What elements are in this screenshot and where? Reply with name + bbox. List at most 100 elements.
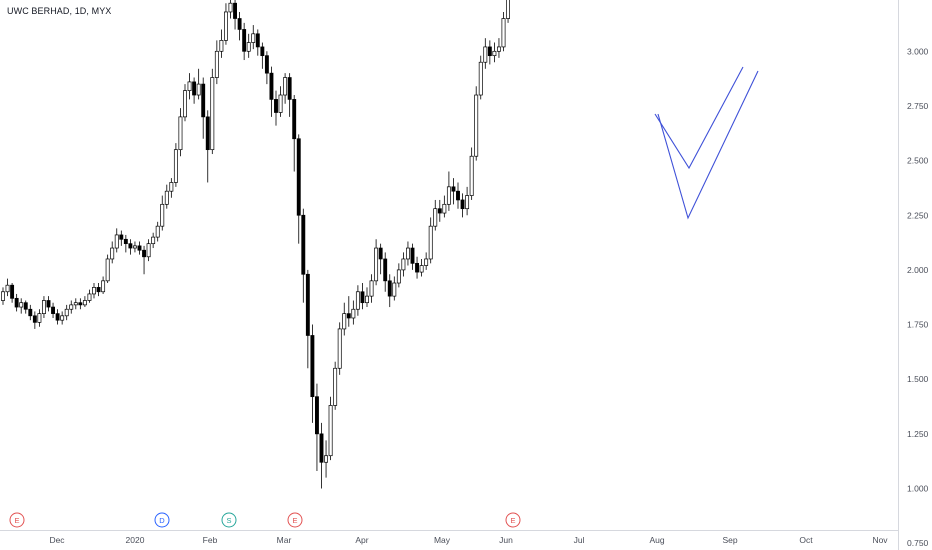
candle-body	[110, 247, 115, 260]
y-tick-label: 3.000	[907, 46, 929, 56]
x-tick-label: Feb	[203, 535, 218, 545]
candle-body	[342, 313, 347, 330]
candle-body	[210, 77, 215, 151]
candle-body	[123, 238, 128, 245]
y-tick-label: 2.750	[907, 101, 929, 111]
candle-body	[1, 291, 5, 301]
candle-body	[305, 273, 310, 336]
candle-body	[296, 138, 301, 216]
candle-body	[437, 208, 442, 214]
candle-body	[301, 214, 306, 275]
candle-body	[87, 293, 92, 301]
candle-body	[101, 280, 106, 293]
candle-body	[155, 225, 160, 238]
candle-body	[92, 287, 96, 295]
candle-body	[365, 295, 369, 304]
candle-body	[446, 186, 451, 205]
x-tick-label: Dec	[49, 535, 65, 545]
event-marker-letter: E	[14, 516, 19, 525]
symbol-title: UWC BERHAD, 1D, MYX	[7, 6, 112, 16]
candle-body	[14, 297, 19, 308]
candle-body	[60, 315, 65, 321]
candle-body	[251, 33, 256, 43]
x-tick-label: Nov	[872, 535, 888, 545]
candle-body	[319, 433, 324, 463]
candle-body	[196, 83, 201, 96]
y-tick-label: 2.000	[907, 265, 929, 275]
candle-body	[260, 46, 265, 57]
candle-body	[274, 99, 278, 113]
candle-body	[160, 203, 165, 227]
candle-body	[246, 42, 251, 52]
candle-body	[41, 300, 46, 314]
plot-area	[0, 0, 898, 530]
event-marker-letter: S	[226, 516, 231, 525]
candle-body	[374, 247, 379, 282]
candle-body	[324, 455, 329, 463]
candle-body	[456, 190, 460, 201]
candle-body	[287, 77, 292, 100]
candle-body	[187, 81, 192, 91]
candle-body	[105, 258, 110, 282]
event-marker-earnings[interactable]	[287, 512, 303, 528]
event-marker-dividend[interactable]	[154, 512, 170, 528]
candle-body	[264, 55, 269, 74]
candle-body	[392, 282, 397, 297]
x-tick-label: Aug	[649, 535, 664, 545]
candle-body	[315, 396, 319, 435]
x-tick-label: Jul	[574, 535, 585, 545]
event-marker-split[interactable]	[221, 512, 237, 528]
candle-body	[337, 328, 342, 369]
y-tick-label: 0.750	[907, 538, 929, 548]
candle-body	[483, 46, 488, 63]
candle-body	[492, 50, 497, 57]
candle-body	[233, 2, 237, 19]
candle-body	[433, 208, 438, 227]
candle-body	[410, 247, 415, 264]
candle-body	[442, 203, 447, 214]
event-marker-earnings[interactable]	[505, 512, 521, 528]
candle-body	[501, 18, 506, 48]
event-marker-earnings[interactable]	[9, 512, 25, 528]
x-tick-label: 2020	[126, 535, 145, 545]
candle-body	[114, 234, 119, 249]
candle-body	[128, 243, 133, 249]
candle-body	[64, 308, 69, 317]
candle-body	[178, 116, 183, 151]
candle-body	[119, 234, 124, 240]
candle-body	[478, 61, 483, 96]
candle-body	[487, 46, 492, 57]
candle-body	[137, 245, 142, 251]
candle-body	[151, 236, 156, 245]
candle-body	[351, 308, 356, 319]
candle-body	[183, 90, 187, 118]
candle-body	[328, 405, 333, 457]
candle-body	[360, 291, 365, 304]
y-tick-label: 3.250	[907, 0, 929, 2]
candle-body	[10, 284, 15, 299]
candle-body	[283, 77, 288, 96]
candle-body	[214, 50, 219, 78]
candle-body	[278, 94, 283, 113]
candle-body	[173, 149, 178, 183]
candle-body	[82, 300, 87, 306]
candle-body	[19, 302, 24, 308]
candle-body	[497, 46, 501, 52]
candle-body	[378, 247, 383, 260]
x-tick-label: May	[434, 535, 451, 545]
event-marker-letter: E	[292, 516, 297, 525]
projection-path-lower	[657, 70, 759, 220]
candle-body	[451, 186, 456, 192]
y-tick-label: 1.250	[907, 429, 929, 439]
candle-body	[269, 72, 274, 100]
y-tick-label: 2.500	[907, 156, 929, 166]
x-tick-label: Sep	[722, 535, 737, 545]
candle-body	[292, 99, 297, 140]
candle-body	[383, 258, 388, 282]
candle-body	[310, 335, 315, 398]
candle-body	[469, 155, 474, 196]
event-marker-letter: D	[159, 516, 165, 525]
candle-body	[201, 83, 206, 118]
